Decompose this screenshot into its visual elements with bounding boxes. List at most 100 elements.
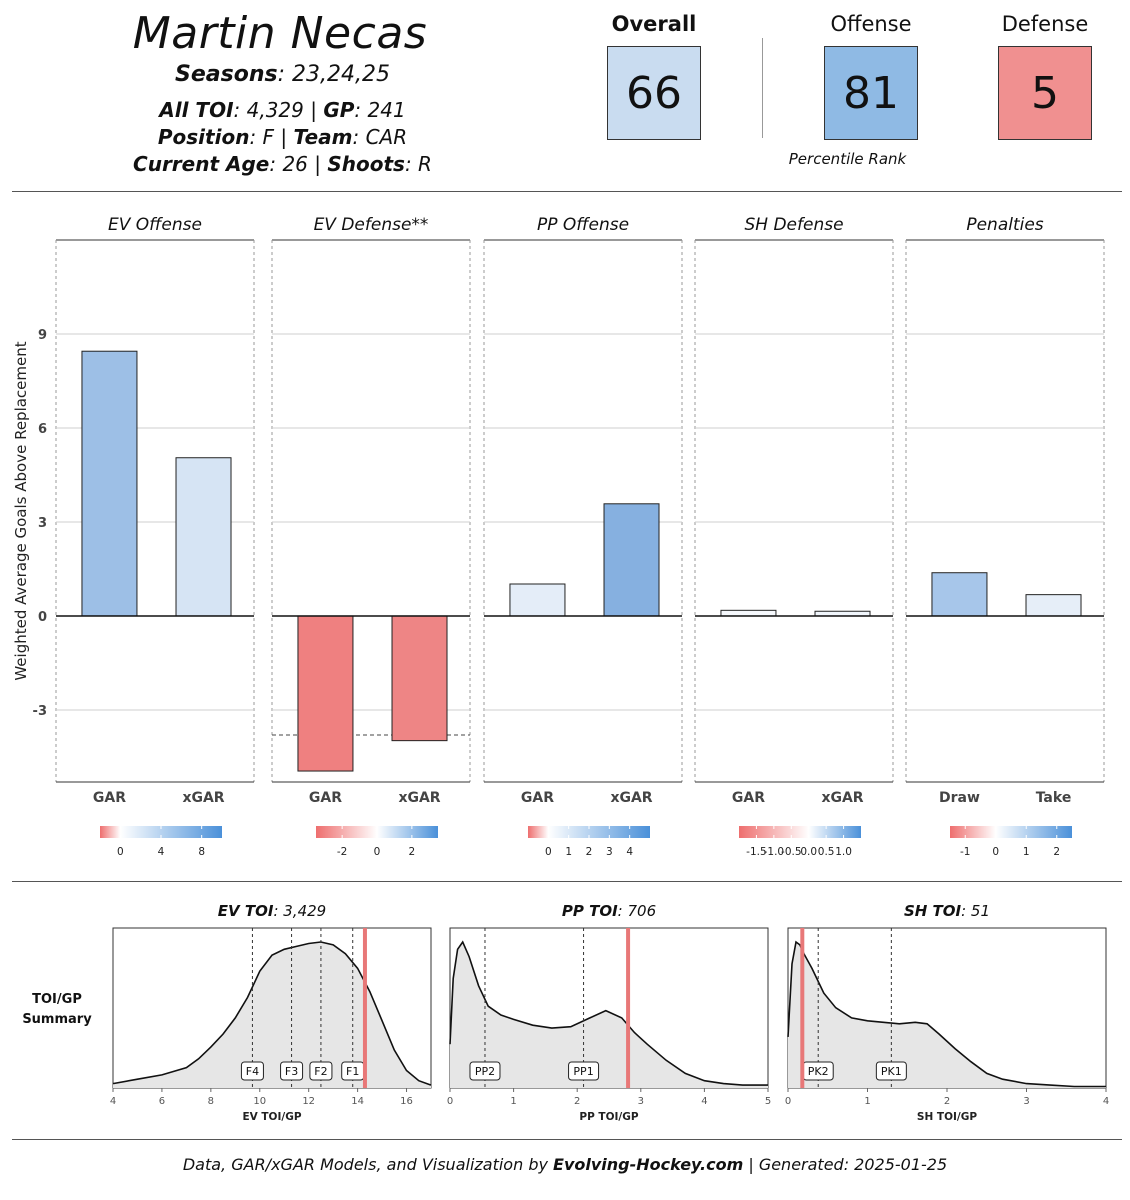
line-marker-label: F1 <box>346 1065 359 1078</box>
line-marker-label: PK2 <box>808 1065 829 1078</box>
panel-title: SH Defense <box>744 215 843 235</box>
y-tick-label: -3 <box>33 704 47 719</box>
legend-colorbar <box>528 826 650 838</box>
legend-tick-label: 1 <box>1023 846 1030 858</box>
defense-title: Defense <box>1001 12 1089 36</box>
percentile-rank-label: Percentile Rank <box>788 150 907 168</box>
line-marker-label: PP2 <box>475 1065 495 1078</box>
x-tick-label: GAR <box>521 790 554 806</box>
toi-title-label: PP TOI <box>562 902 618 920</box>
bar-xgar <box>175 457 232 617</box>
legend-tick-label: 2 <box>409 846 416 858</box>
line-marker-label: F2 <box>314 1065 327 1078</box>
toi-title-label: SH TOI <box>904 902 962 920</box>
x-tick-label: xGAR <box>398 790 440 806</box>
footer-suffix: | Generated: 2025-01-25 <box>743 1155 948 1174</box>
line-marker-label: F3 <box>285 1065 298 1078</box>
legend-colorbar <box>316 826 438 838</box>
x-tick-label: 8 <box>208 1096 214 1107</box>
overall-title: Overall <box>611 12 697 36</box>
top-divider <box>12 191 1122 192</box>
legend-tick-label: -2 <box>337 846 347 858</box>
density-area <box>788 942 1106 1088</box>
bar-panel-pp-offense: PP Offense GAR xGAR 0 1 2 3 4 <box>483 215 683 858</box>
bar-gar <box>297 615 354 772</box>
x-tick-label: 1 <box>510 1096 516 1107</box>
bar-gar <box>720 609 777 617</box>
x-axis-title: EV TOI/GP <box>242 1111 301 1123</box>
legend-tick-label: 4 <box>158 846 165 858</box>
toi-panel-ev-toi: EV TOI: 3,429 F4 F3 F2 F1 4 6 8 10 12 14 16 EV TOI/G… <box>110 902 432 1123</box>
position-team-line: Position: F | Team: CAR <box>90 125 475 149</box>
x-tick-label: GAR <box>309 790 342 806</box>
offense-score-box: 81 <box>824 46 918 140</box>
gp-value: : 241 <box>354 98 406 122</box>
toi-gp-line: All TOI: 4,329 | GP: 241 <box>90 98 475 122</box>
x-tick-label: xGAR <box>182 790 224 806</box>
player-name: Martin Necas <box>132 8 428 59</box>
legend-tick-label: 4 <box>626 846 633 858</box>
toi-panel-title: PP TOI: 706 <box>562 902 656 920</box>
x-tick-label: 0 <box>785 1096 791 1107</box>
legend-tick-label: 0 <box>117 846 124 858</box>
x-tick-label: 4 <box>1103 1096 1109 1107</box>
x-tick-label: 6 <box>159 1096 165 1107</box>
y-axis-title: Weighted Average Goals Above Replacement <box>12 341 30 680</box>
footer-credit: Data, GAR/xGAR Models, and Visualization… <box>0 1155 1130 1174</box>
all-toi-value: : 4,329 | <box>233 98 324 122</box>
footer-brand: Evolving-Hockey.com <box>553 1155 744 1174</box>
x-tick-label: 3 <box>638 1096 644 1107</box>
legend-tick-label: 1.0 <box>835 846 852 858</box>
age-label: Current Age <box>133 152 270 176</box>
legend-tick-label: 2 <box>586 846 593 858</box>
x-tick-label: 0 <box>447 1096 453 1107</box>
seasons-value: : 23,24,25 <box>277 62 390 87</box>
x-tick-label: xGAR <box>610 790 652 806</box>
team-value: : CAR <box>352 125 408 149</box>
legend-tick-label: 0 <box>992 846 999 858</box>
line-marker-label: PP1 <box>573 1065 593 1078</box>
panel-title: EV Offense <box>108 215 202 235</box>
bar-panel-penalties: Penalties Draw Take -1 0 1 2 <box>905 215 1105 858</box>
toi-panel-sh-toi: SH TOI: 51 PK2 PK1 0 1 2 3 4 SH TOI/GP <box>785 902 1109 1123</box>
legend-tick-label: -1 <box>960 846 970 858</box>
toi-panel-title: EV TOI: 3,429 <box>218 902 326 920</box>
line-marker-box <box>280 1061 304 1081</box>
density-area <box>113 942 431 1088</box>
age-value: : 26 | <box>269 152 328 176</box>
x-tick-label: 2 <box>944 1096 950 1107</box>
y-tick-label: 6 <box>38 422 47 437</box>
x-axis-title: PP TOI/GP <box>579 1111 638 1123</box>
x-tick-label: 4 <box>701 1096 707 1107</box>
position-value: : F | <box>249 125 294 149</box>
line-marker-label: F4 <box>246 1065 259 1078</box>
y-tick-label: 9 <box>38 328 47 343</box>
toi-title-value: : 706 <box>618 902 656 920</box>
legend-tick-label: 0 <box>374 846 381 858</box>
x-tick-label: 10 <box>253 1096 266 1107</box>
x-tick-label: Draw <box>939 790 980 806</box>
toi-title-value: : 3,429 <box>273 902 326 920</box>
x-tick-label: 5 <box>765 1096 771 1107</box>
panel-title: PP Offense <box>537 215 629 235</box>
x-tick-label: 4 <box>110 1096 116 1107</box>
age-shoots-line: Current Age: 26 | Shoots: R <box>90 152 475 176</box>
all-toi-label: All TOI <box>159 98 234 122</box>
gp-label: GP <box>323 98 355 122</box>
team-label: Team <box>293 125 353 149</box>
x-tick-label: 1 <box>864 1096 870 1107</box>
legend-tick-label: -1.5 <box>746 846 767 858</box>
x-tick-label: Take <box>1036 790 1072 806</box>
legend-tick-label: -0.5 <box>781 846 802 858</box>
seasons-label: Seasons <box>175 62 278 87</box>
bar-gar <box>509 583 566 617</box>
legend-tick-label: -1.0 <box>764 846 785 858</box>
line-marker-label: PK1 <box>881 1065 902 1078</box>
line-marker-box <box>240 1061 264 1081</box>
legend-tick-label: 8 <box>198 846 205 858</box>
bar-xgar <box>603 503 660 617</box>
toi-title-value: : 51 <box>961 902 990 920</box>
middle-divider <box>12 881 1122 882</box>
panel-title: Penalties <box>966 215 1043 235</box>
